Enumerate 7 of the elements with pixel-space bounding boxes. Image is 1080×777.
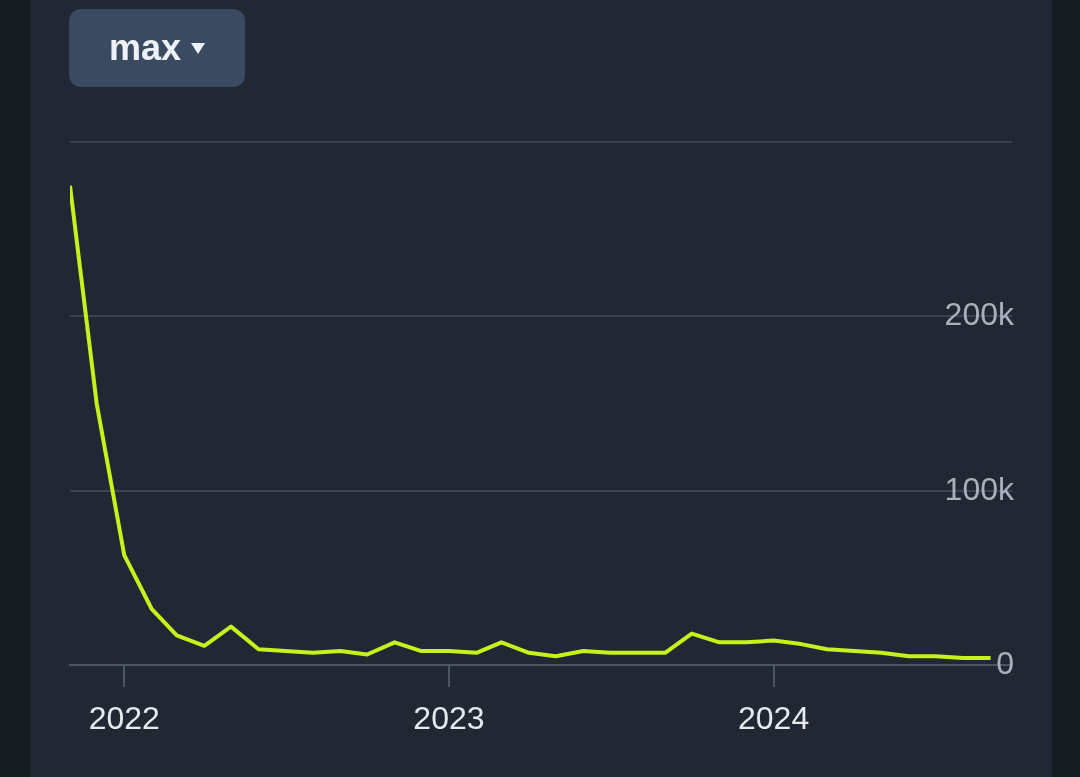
- y-tick-label: 100k: [944, 470, 1015, 507]
- x-tick-label: 2024: [738, 700, 810, 737]
- range-dropdown: max: [69, 9, 245, 87]
- y-tick-label: 200k: [944, 296, 1015, 333]
- x-tick-label: 2022: [88, 700, 160, 737]
- y-tick-label: 0: [996, 644, 1014, 681]
- x-tick-label: 2023: [413, 700, 485, 737]
